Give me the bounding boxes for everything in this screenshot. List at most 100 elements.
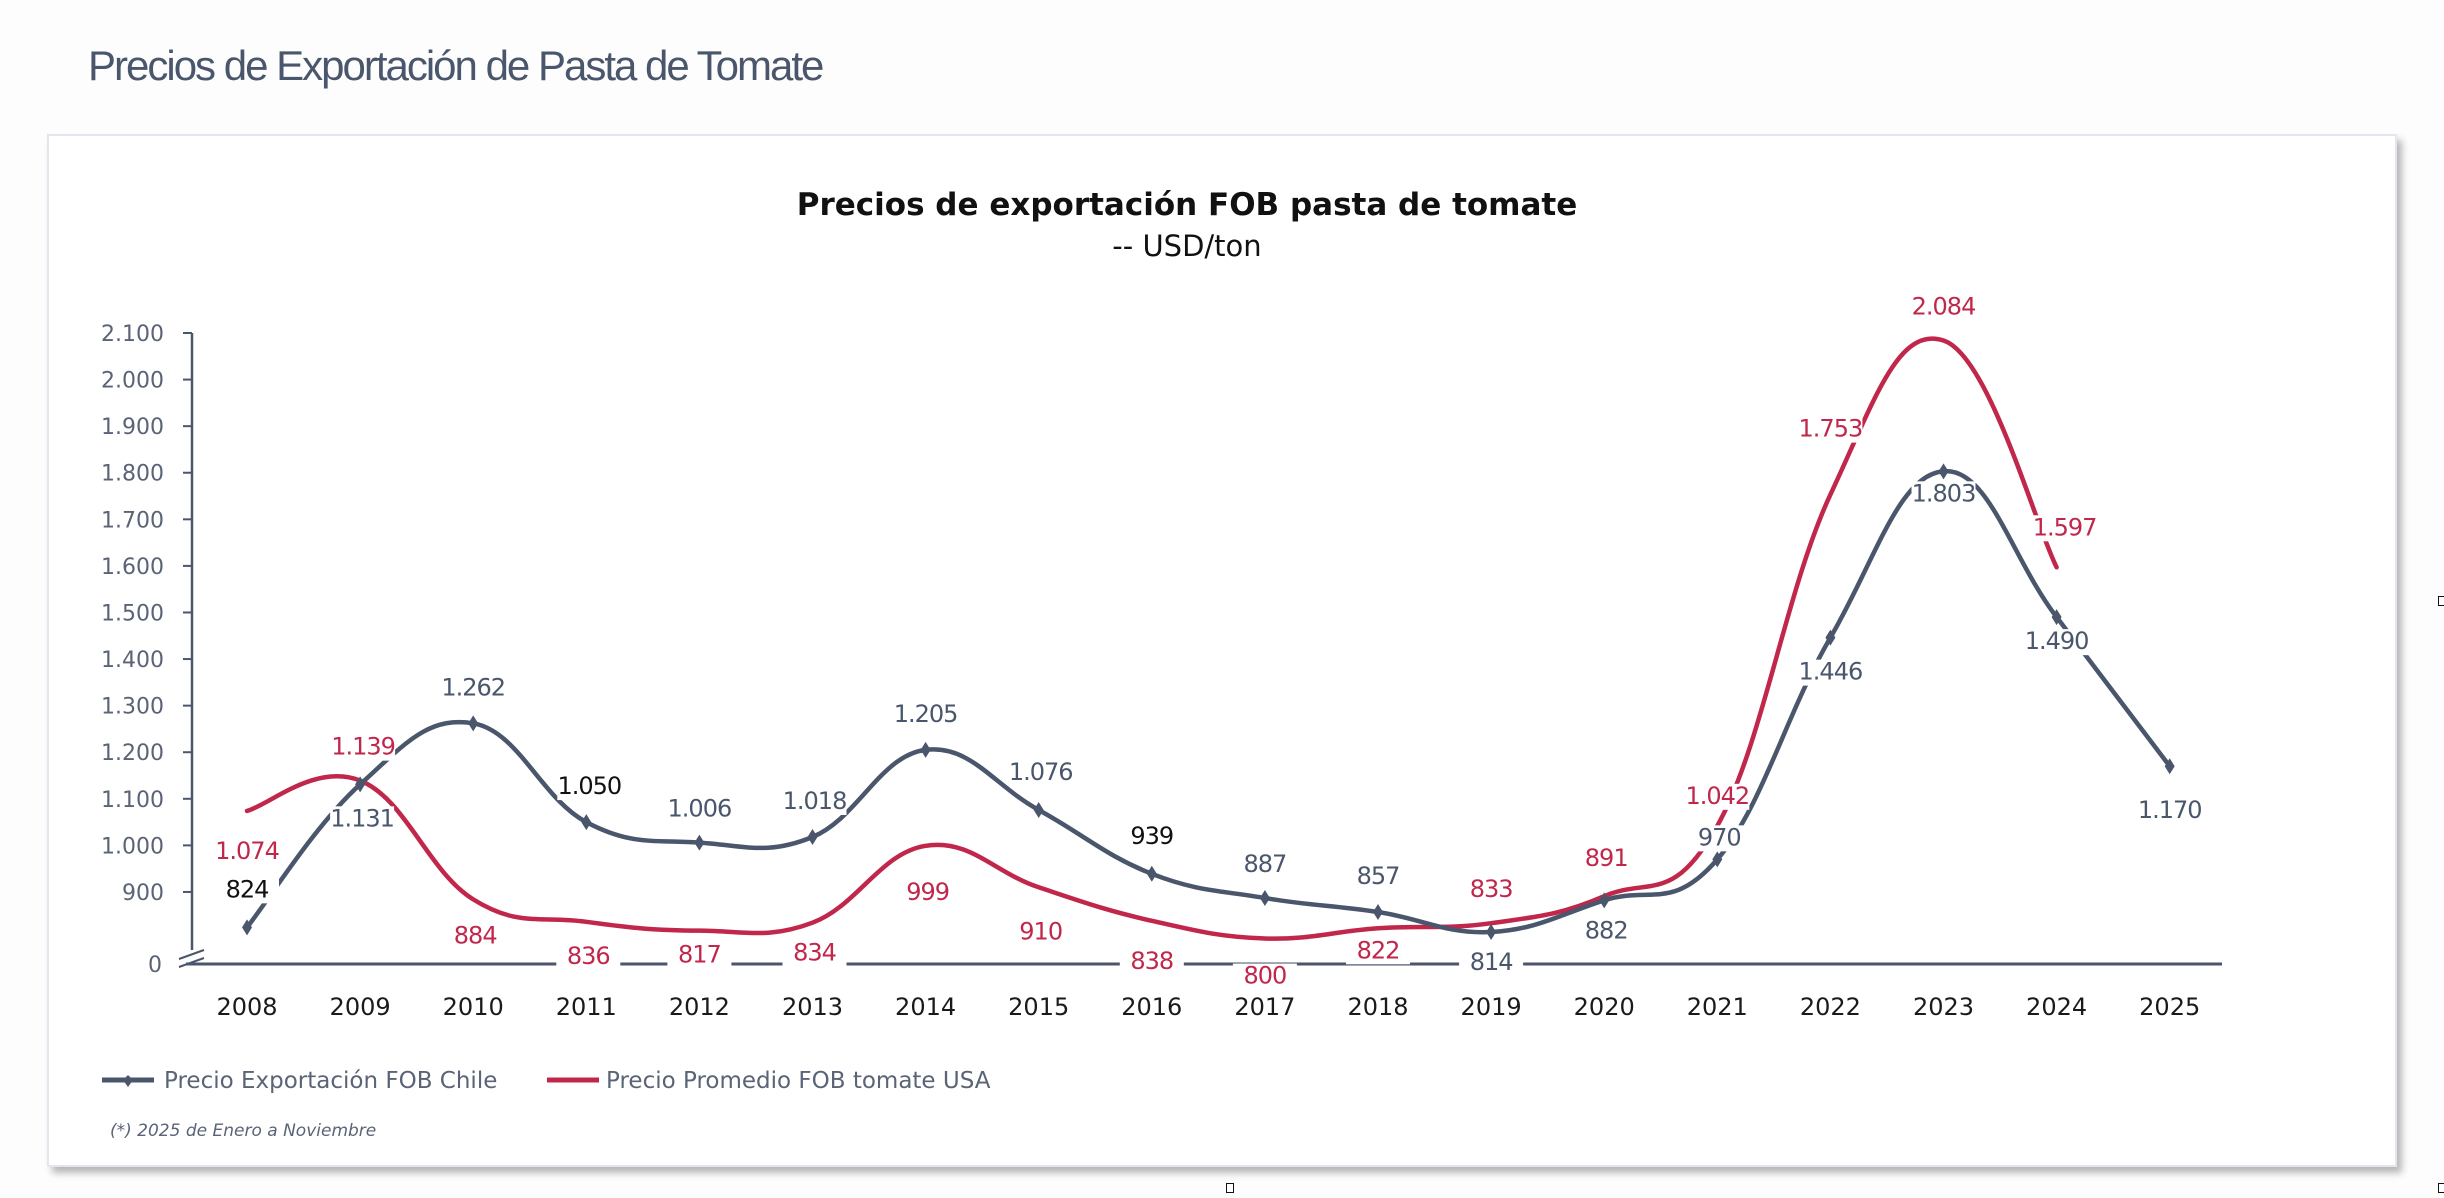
data-label-chile: 1.803	[1912, 479, 1976, 507]
y-tick-label: 1.800	[101, 462, 164, 487]
data-label-usa: 833	[1470, 875, 1513, 903]
data-point-chile[interactable]	[2051, 609, 2062, 626]
data-label-chile: 939	[1130, 822, 1173, 850]
y-tick-label: 1.000	[101, 834, 164, 859]
data-label-bg	[1459, 877, 1524, 904]
x-tick-label: 2016	[1121, 993, 1182, 1021]
data-point-chile[interactable]	[1938, 463, 1949, 480]
data-label-bg	[893, 701, 958, 728]
data-label-chile: 1.490	[2025, 627, 2089, 655]
data-label-bg	[2032, 515, 2097, 542]
data-label-bg	[1574, 918, 1639, 945]
resize-handle-bottom[interactable]	[1226, 1183, 1234, 1193]
legend-diamond-icon	[123, 1075, 133, 1087]
resize-handle-right[interactable]	[2438, 596, 2444, 606]
data-label-bg	[2024, 629, 2089, 656]
y-tick-label: 900	[122, 881, 164, 906]
data-point-chile[interactable]	[1146, 865, 1157, 882]
data-label-bg	[1911, 294, 1976, 321]
data-label-usa: 1.597	[2033, 513, 2097, 541]
data-label-usa: 1.139	[331, 733, 395, 761]
data-label-bg	[1008, 919, 1073, 946]
data-point-chile[interactable]	[581, 814, 592, 831]
x-tick-label: 2013	[782, 993, 843, 1021]
x-axis: 2008 2009 2010 2011 2012 2013 2014 2015 2016 2017…	[186, 962, 2222, 1021]
x-tick-label: 2009	[330, 993, 391, 1021]
data-label-usa: 822	[1357, 936, 1400, 964]
data-label-bg	[443, 923, 508, 950]
legend-item-chile[interactable]: Precio Exportación FOB Chile	[102, 1068, 497, 1094]
data-point-chile[interactable]	[694, 834, 705, 851]
data-label-usa: 884	[454, 921, 497, 949]
data-label-bg	[782, 940, 847, 967]
data-point-chile[interactable]	[1486, 924, 1497, 941]
x-tick-label: 2022	[1800, 993, 1861, 1021]
chart-title: Precios de exportación FOB pasta de toma…	[797, 187, 1578, 223]
x-tick-label: 2012	[669, 993, 730, 1021]
data-label-bg	[1232, 852, 1297, 879]
y-axis: 2.100 2.000 1.900 1.800 1.700 1.600 1.500 1.400…	[101, 322, 205, 978]
data-point-chile[interactable]	[1033, 801, 1044, 818]
y-tick-label: 1.300	[101, 695, 164, 720]
data-label-bg	[1119, 823, 1184, 850]
x-tick-label: 2023	[1913, 993, 1974, 1021]
data-point-chile[interactable]	[920, 741, 931, 758]
x-tick-label: 2011	[556, 993, 617, 1021]
data-label-chile: 1.076	[1009, 758, 1073, 786]
chart-card: Precios de exportación FOB pasta de toma…	[47, 134, 2397, 1167]
data-label-bg	[215, 838, 279, 865]
x-tick-label: 2015	[1008, 993, 1069, 1021]
data-label-chile: 887	[1243, 850, 1286, 878]
y-tick-label: 1.900	[101, 415, 164, 440]
data-label-chile: 882	[1585, 916, 1628, 944]
data-labels: 824 1.131 1.262 1.050 1.006 1.018 1.205 1.076 93…	[215, 292, 2203, 990]
data-point-chile[interactable]	[468, 715, 479, 732]
y-tick-label: 1.500	[101, 601, 164, 626]
data-label-bg	[1798, 416, 1863, 443]
data-point-chile[interactable]	[1259, 890, 1270, 907]
data-label-chile: 1.170	[2138, 796, 2202, 824]
data-label-chile: 1.050	[557, 772, 621, 800]
y-tick-label: 1.400	[101, 648, 164, 673]
series-line-chile	[244, 469, 2172, 935]
data-label-bg	[1346, 863, 1410, 890]
x-tick-label: 2025	[2139, 993, 2200, 1021]
data-label-bg	[1685, 783, 1750, 810]
data-label-bg	[331, 734, 396, 761]
data-label-usa: 800	[1243, 962, 1286, 990]
data-point-chile[interactable]	[355, 776, 366, 793]
data-point-chile[interactable]	[807, 828, 818, 845]
data-point-chile[interactable]	[1599, 892, 1610, 909]
data-label-usa: 1.074	[215, 837, 279, 865]
y-tick-label: 1.100	[101, 788, 164, 813]
footnote: (*) 2025 de Enero a Noviembre	[110, 1121, 376, 1141]
data-label-chile: 814	[1470, 948, 1513, 976]
resize-handle-bottom-right[interactable]	[2438, 1183, 2444, 1193]
data-label-bg	[1119, 948, 1184, 975]
series-line-usa	[244, 336, 2059, 941]
data-label-chile: 1.131	[330, 804, 394, 832]
axis-break-mark	[178, 949, 205, 960]
data-label-bg	[1232, 963, 1297, 990]
y-tick-label: 1.600	[101, 555, 164, 580]
data-label-usa: 817	[678, 941, 721, 969]
x-tick-label: 2018	[1347, 993, 1408, 1021]
y-tick-label: 1.200	[101, 741, 164, 766]
y-tick-label: 2.100	[101, 322, 164, 347]
legend-item-usa[interactable]: Precio Promedio FOB tomate USA	[547, 1068, 991, 1094]
data-label-bg	[667, 942, 732, 969]
data-label-bg	[1798, 659, 1863, 686]
data-point-chile[interactable]	[1825, 629, 1836, 646]
data-label-bg	[1574, 846, 1639, 873]
data-point-chile[interactable]	[2164, 758, 2175, 775]
data-label-bg	[556, 943, 621, 970]
data-label-bg	[1687, 825, 1752, 852]
data-point-chile[interactable]	[1373, 903, 1383, 920]
data-label-bg	[1911, 481, 1976, 508]
page-title: Precios de Exportación de Pasta de Tomat…	[88, 42, 824, 89]
y-tick-label: 2.000	[101, 369, 164, 394]
x-tick-label: 2019	[1461, 993, 1522, 1021]
chart-subtitle: -- USD/ton	[1112, 229, 1261, 263]
data-point-chile[interactable]	[1712, 851, 1723, 868]
data-point-chile[interactable]	[242, 919, 252, 936]
